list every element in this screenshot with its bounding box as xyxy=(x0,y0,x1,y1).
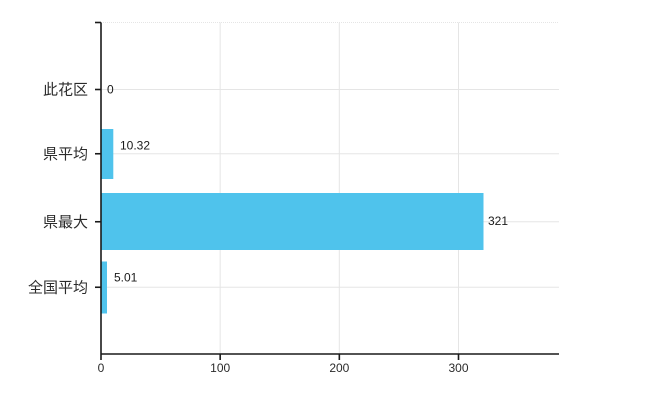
svg-text:0: 0 xyxy=(98,361,105,375)
svg-text:300: 300 xyxy=(448,361,468,375)
svg-text:10.32: 10.32 xyxy=(120,139,150,153)
svg-text:県平均: 県平均 xyxy=(43,146,88,163)
svg-text:県最大: 県最大 xyxy=(43,214,88,231)
svg-text:此花区: 此花区 xyxy=(43,82,88,99)
svg-text:200: 200 xyxy=(329,361,349,375)
svg-text:全国平均: 全国平均 xyxy=(28,278,88,296)
svg-text:5.01: 5.01 xyxy=(114,271,138,285)
svg-text:321: 321 xyxy=(488,214,508,228)
svg-text:0: 0 xyxy=(107,83,114,97)
svg-text:100: 100 xyxy=(210,361,230,375)
